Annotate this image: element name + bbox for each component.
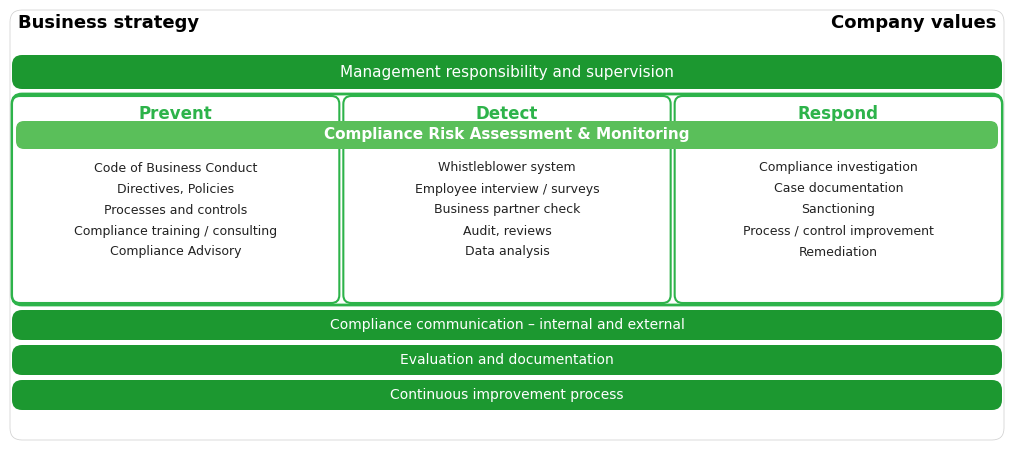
Text: Respond: Respond bbox=[798, 105, 879, 123]
FancyBboxPatch shape bbox=[344, 96, 670, 303]
FancyBboxPatch shape bbox=[12, 310, 1002, 340]
Text: Directives, Policies: Directives, Policies bbox=[117, 183, 234, 195]
Text: Business partner check: Business partner check bbox=[434, 203, 580, 216]
Text: Employee interview / surveys: Employee interview / surveys bbox=[415, 183, 599, 195]
Text: Management responsibility and supervision: Management responsibility and supervisio… bbox=[340, 64, 674, 80]
Text: Process / control improvement: Process / control improvement bbox=[743, 225, 934, 238]
Text: Compliance training / consulting: Compliance training / consulting bbox=[74, 225, 277, 238]
Text: Compliance Risk Assessment & Monitoring: Compliance Risk Assessment & Monitoring bbox=[324, 127, 690, 143]
Text: Detect: Detect bbox=[476, 105, 538, 123]
FancyBboxPatch shape bbox=[10, 10, 1004, 440]
FancyBboxPatch shape bbox=[674, 96, 1002, 303]
Text: Compliance communication – internal and external: Compliance communication – internal and … bbox=[330, 318, 684, 332]
Text: Prevent: Prevent bbox=[139, 105, 213, 123]
Text: Continuous improvement process: Continuous improvement process bbox=[390, 388, 624, 402]
Text: Code of Business Conduct: Code of Business Conduct bbox=[94, 162, 258, 175]
Text: Case documentation: Case documentation bbox=[774, 183, 903, 195]
Text: Data analysis: Data analysis bbox=[464, 246, 550, 258]
Text: Evaluation and documentation: Evaluation and documentation bbox=[401, 353, 613, 367]
Text: Remediation: Remediation bbox=[799, 246, 878, 258]
FancyBboxPatch shape bbox=[12, 96, 340, 303]
Text: Compliance investigation: Compliance investigation bbox=[758, 162, 918, 175]
FancyBboxPatch shape bbox=[12, 345, 1002, 375]
FancyBboxPatch shape bbox=[12, 380, 1002, 410]
Text: Business strategy: Business strategy bbox=[18, 14, 199, 32]
Text: Processes and controls: Processes and controls bbox=[104, 203, 247, 216]
Text: Compliance Advisory: Compliance Advisory bbox=[110, 246, 241, 258]
Text: Sanctioning: Sanctioning bbox=[801, 203, 875, 216]
FancyBboxPatch shape bbox=[12, 55, 1002, 89]
FancyBboxPatch shape bbox=[16, 121, 998, 149]
Text: Company values: Company values bbox=[830, 14, 996, 32]
Text: Whistleblower system: Whistleblower system bbox=[438, 162, 576, 175]
FancyBboxPatch shape bbox=[12, 94, 1002, 305]
Text: Audit, reviews: Audit, reviews bbox=[462, 225, 552, 238]
